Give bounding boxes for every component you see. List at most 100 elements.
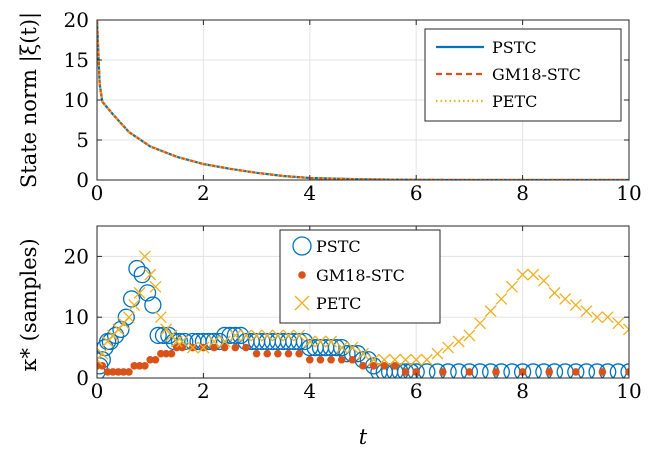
series-point-pstc (144, 296, 162, 314)
bottom-xtick-label: 2 (197, 379, 210, 403)
top-ytick-label: 5 (76, 128, 89, 152)
series-point-petc (527, 268, 540, 281)
series-point-gm18-stc (151, 355, 160, 364)
series-point-petc (250, 329, 263, 342)
series-point-petc (410, 353, 423, 366)
series-point-gm18-stc (439, 368, 447, 376)
series-point-petc (128, 299, 141, 311)
series-point-petc (154, 311, 167, 324)
top-ytick-label: 15 (64, 48, 89, 72)
series-point-gm18-stc (572, 368, 580, 376)
series-point-pstc (359, 351, 377, 369)
series-point-petc (601, 311, 614, 324)
series-point-gm18-stc (135, 362, 144, 370)
series-point-petc (240, 329, 252, 342)
series-point-gm18-stc (114, 368, 123, 376)
series-point-pstc (210, 332, 229, 351)
bottom-ytick-label: 20 (64, 244, 89, 268)
series-point-pstc (338, 345, 356, 363)
series-point-pstc (149, 326, 167, 345)
series-point-petc (149, 280, 162, 293)
series-point-gm18-stc (598, 368, 607, 376)
series-point-pstc (200, 332, 218, 351)
series-point-petc (442, 341, 455, 354)
series-point-petc (170, 335, 183, 348)
series-point-gm18-stc (231, 343, 240, 352)
series-point-petc (623, 323, 629, 336)
series-point-petc (474, 317, 486, 330)
series-point-gm18-stc (103, 368, 112, 376)
top-xtick-label: 4 (303, 181, 316, 205)
series-point-petc (314, 335, 327, 348)
series-point-petc (516, 268, 529, 281)
series-point-pstc (128, 259, 146, 278)
series-point-gm18-stc (492, 368, 500, 376)
top-ytick-label: 20 (64, 8, 89, 32)
series-point-petc (612, 317, 625, 330)
top-legend: PSTC GM18-STC PETC (424, 28, 622, 122)
bottom-xtick-label: 10 (616, 379, 641, 403)
series-point-gm18-stc (157, 349, 165, 358)
top-legend-label-gm18: GM18-STC (492, 65, 581, 84)
series-point-gm18-stc (295, 349, 303, 358)
series-point-petc (357, 347, 369, 360)
series-point-petc (559, 293, 572, 305)
series-point-petc (144, 268, 157, 281)
series-point-petc (452, 335, 465, 348)
series-point-petc (569, 299, 582, 311)
series-point-gm18-stc (220, 343, 229, 352)
series-point-gm18-stc (141, 362, 149, 370)
series-point-pstc (460, 363, 479, 378)
series-point-pstc (295, 332, 314, 351)
series-point-gm18-stc (401, 368, 410, 376)
series-point-pstc (231, 326, 250, 345)
series-line-petc (97, 20, 629, 180)
series-point-petc (325, 335, 338, 348)
series-point-gm18-stc (119, 368, 128, 376)
series-point-petc (495, 293, 508, 305)
series-point-gm18-stc (380, 362, 389, 370)
series-point-petc (548, 286, 561, 299)
series-point-gm18-stc (545, 368, 553, 376)
series-point-petc (122, 311, 135, 324)
series-point-pstc (221, 326, 239, 345)
series-point-petc (399, 353, 412, 366)
series-point-pstc (349, 345, 367, 363)
series-point-gm18-stc (242, 343, 250, 352)
top-ticks: 0 2 4 6 8 10 0 5 10 15 20 (64, 8, 642, 205)
series-point-gm18-stc (167, 349, 176, 358)
top-series (97, 20, 629, 180)
top-xtick-label: 2 (197, 181, 210, 205)
series-point-petc (261, 329, 274, 342)
top-ytick-label: 10 (64, 88, 89, 112)
series-point-pstc (226, 326, 244, 345)
series-point-gm18-stc (125, 368, 133, 376)
series-point-gm18-stc (369, 362, 378, 370)
top-legend-label-pstc: PSTC (492, 38, 537, 57)
series-point-petc (218, 335, 231, 348)
series-point-pstc (333, 338, 351, 357)
series-point-gm18-stc (625, 368, 629, 376)
series-point-petc (346, 341, 359, 354)
series-point-pstc (322, 338, 340, 357)
series-point-gm18-stc (518, 368, 527, 376)
bottom-ticks: 0 2 4 6 8 10 0 10 20 (64, 226, 642, 403)
series-point-petc (335, 341, 348, 354)
series-point-gm18-stc (316, 355, 325, 364)
series-point-gm18-stc (162, 349, 170, 358)
top-xtick-label: 6 (410, 181, 423, 205)
series-point-pstc (620, 363, 629, 378)
series-point-gm18-stc (146, 355, 154, 364)
series-point-gm18-stc (391, 362, 399, 370)
series-point-petc (138, 250, 151, 263)
series-point-petc (484, 305, 497, 318)
series-point-gm18-stc (348, 355, 357, 364)
series-point-petc (186, 341, 199, 354)
bottom-xlabel: t (359, 425, 368, 449)
top-ytick-label: 0 (76, 168, 89, 192)
series-point-gm18-stc (412, 368, 421, 376)
series-point-gm18-stc (306, 355, 314, 364)
series-point-pstc (290, 332, 308, 351)
series-point-petc (271, 329, 284, 342)
